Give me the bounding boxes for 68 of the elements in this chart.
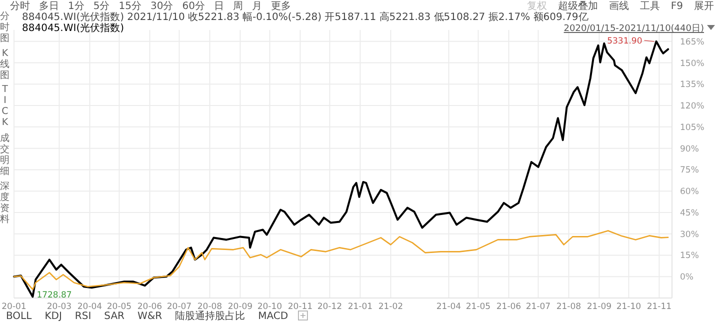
x-tick-label: 20-11	[288, 302, 313, 312]
annotation: 5331.90	[607, 36, 642, 46]
y-tick-label: 150%	[680, 58, 704, 69]
text: SAR	[104, 311, 125, 322]
text: 分时	[10, 0, 30, 12]
text: 陆股通持股占比	[175, 310, 246, 322]
y-tick-label: 135%	[680, 80, 704, 90]
y-tick-label: 45%	[680, 208, 699, 218]
x-tick-label: 21-11	[646, 302, 672, 312]
text: 884045.WI(光伏指数)	[22, 22, 124, 34]
text: K线图	[0, 48, 10, 81]
text: 成交明细	[0, 132, 10, 177]
text: 分时图	[0, 10, 10, 44]
text: TICK	[1, 84, 9, 128]
text: 深度资料	[0, 180, 10, 225]
text: 复权	[526, 0, 547, 12]
text: 60分	[182, 0, 205, 12]
text: 工具	[640, 1, 660, 12]
x-tick-label: 20-07	[166, 302, 192, 312]
text: 多日	[39, 0, 59, 12]
y-tick-label: 105%	[680, 122, 704, 133]
text: 15分	[118, 0, 142, 12]
y-tick-label: 0%	[680, 272, 694, 283]
x-tick-label: 21-04	[436, 302, 462, 312]
x-tick-label: 20-05	[106, 302, 132, 312]
text: KDJ	[44, 311, 62, 322]
y-tick-label: 30%	[680, 230, 699, 240]
y-tick-label: 75%	[680, 166, 699, 176]
text: BOLL	[6, 311, 32, 322]
x-tick-label: 21-08	[556, 302, 582, 312]
y-tick-label: 120%	[680, 102, 704, 112]
text: 30分	[150, 0, 174, 12]
y-tick-label: 165%	[680, 37, 704, 48]
x-tick-label: 20-06	[137, 302, 162, 312]
x-tick-label: 20-03	[46, 302, 72, 312]
text: 超级叠加	[558, 0, 598, 12]
x-tick-label: 20-01	[2, 302, 26, 312]
text: F9	[670, 1, 683, 12]
text: 日	[214, 1, 224, 12]
text: 画线	[608, 0, 629, 12]
text: 更多	[270, 0, 291, 12]
y-tick-label: 15%	[680, 251, 699, 262]
text: 周	[232, 1, 243, 12]
annotation: 1728.87	[36, 290, 72, 301]
text: 5分	[93, 0, 110, 12]
x-tick-label: 20-04	[77, 302, 102, 312]
x-tick-label: 21-05	[466, 302, 491, 312]
x-tick-label: 21-09	[586, 302, 612, 312]
x-tick-label: 21-07	[526, 302, 551, 312]
x-tick-label: 21-02	[378, 302, 404, 312]
text: 1分	[68, 0, 84, 12]
x-tick-label: 20-09	[228, 302, 253, 312]
x-tick-label: 20-12	[317, 302, 342, 312]
text: 月	[252, 1, 262, 12]
chart-subtitle: 884045.WI(光伏指数) 2021/11/10 收5221.83 幅-0.10%(-5.28) 开5187.11 高5221.83 低5108.27 振2.17% 额609.79亿	[22, 11, 588, 23]
x-tick-label: 21-10	[616, 302, 642, 312]
x-tick-label: 20-08	[197, 302, 222, 312]
x-tick-label: 20-10	[257, 302, 282, 312]
annotation: 2020/01/15-2021/11/10(440日)	[564, 24, 704, 34]
x-tick-label: 21-06	[496, 302, 522, 312]
line-series	[13, 230, 669, 290]
y-tick-label: 90%	[680, 144, 699, 154]
text: MACD	[258, 311, 288, 322]
text: RSI	[74, 311, 92, 322]
text: W&R	[138, 311, 162, 322]
text: 展开	[694, 1, 714, 12]
y-tick-label: 60%	[680, 187, 699, 198]
x-tick-label: 21-01	[348, 302, 373, 312]
